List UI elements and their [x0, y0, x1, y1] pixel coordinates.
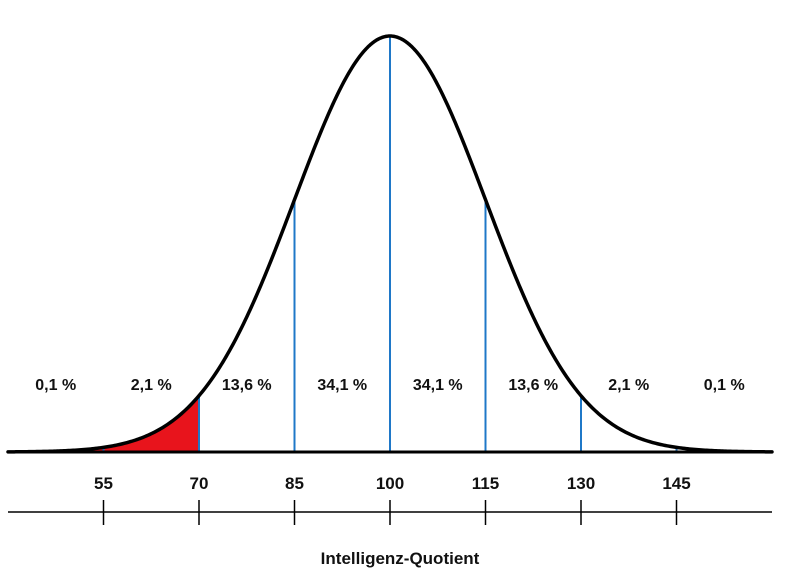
segment-label: 13,6 % — [508, 377, 558, 394]
segment-label: 2,1 % — [131, 377, 172, 394]
segment-label: 0,1 % — [35, 377, 76, 394]
x-tick-label: 115 — [472, 474, 499, 493]
segment-label: 34,1 % — [413, 377, 463, 394]
bell-curve — [6, 34, 774, 454]
segment-label: 34,1 % — [317, 377, 367, 394]
x-tick-label: 100 — [376, 474, 404, 493]
x-tick-label: 145 — [662, 474, 690, 493]
x-tick-label: 55 — [94, 474, 113, 493]
segment-label: 2,1 % — [608, 377, 649, 394]
x-tick-label: 85 — [285, 474, 304, 493]
segment-label: 0,1 % — [704, 377, 745, 394]
x-axis-title: Intelligenz-Quotient — [321, 549, 480, 568]
x-tick-label: 130 — [567, 474, 595, 493]
highlight-area — [8, 395, 199, 452]
x-tick-label: 70 — [190, 474, 209, 493]
segment-label: 13,6 % — [222, 377, 272, 394]
